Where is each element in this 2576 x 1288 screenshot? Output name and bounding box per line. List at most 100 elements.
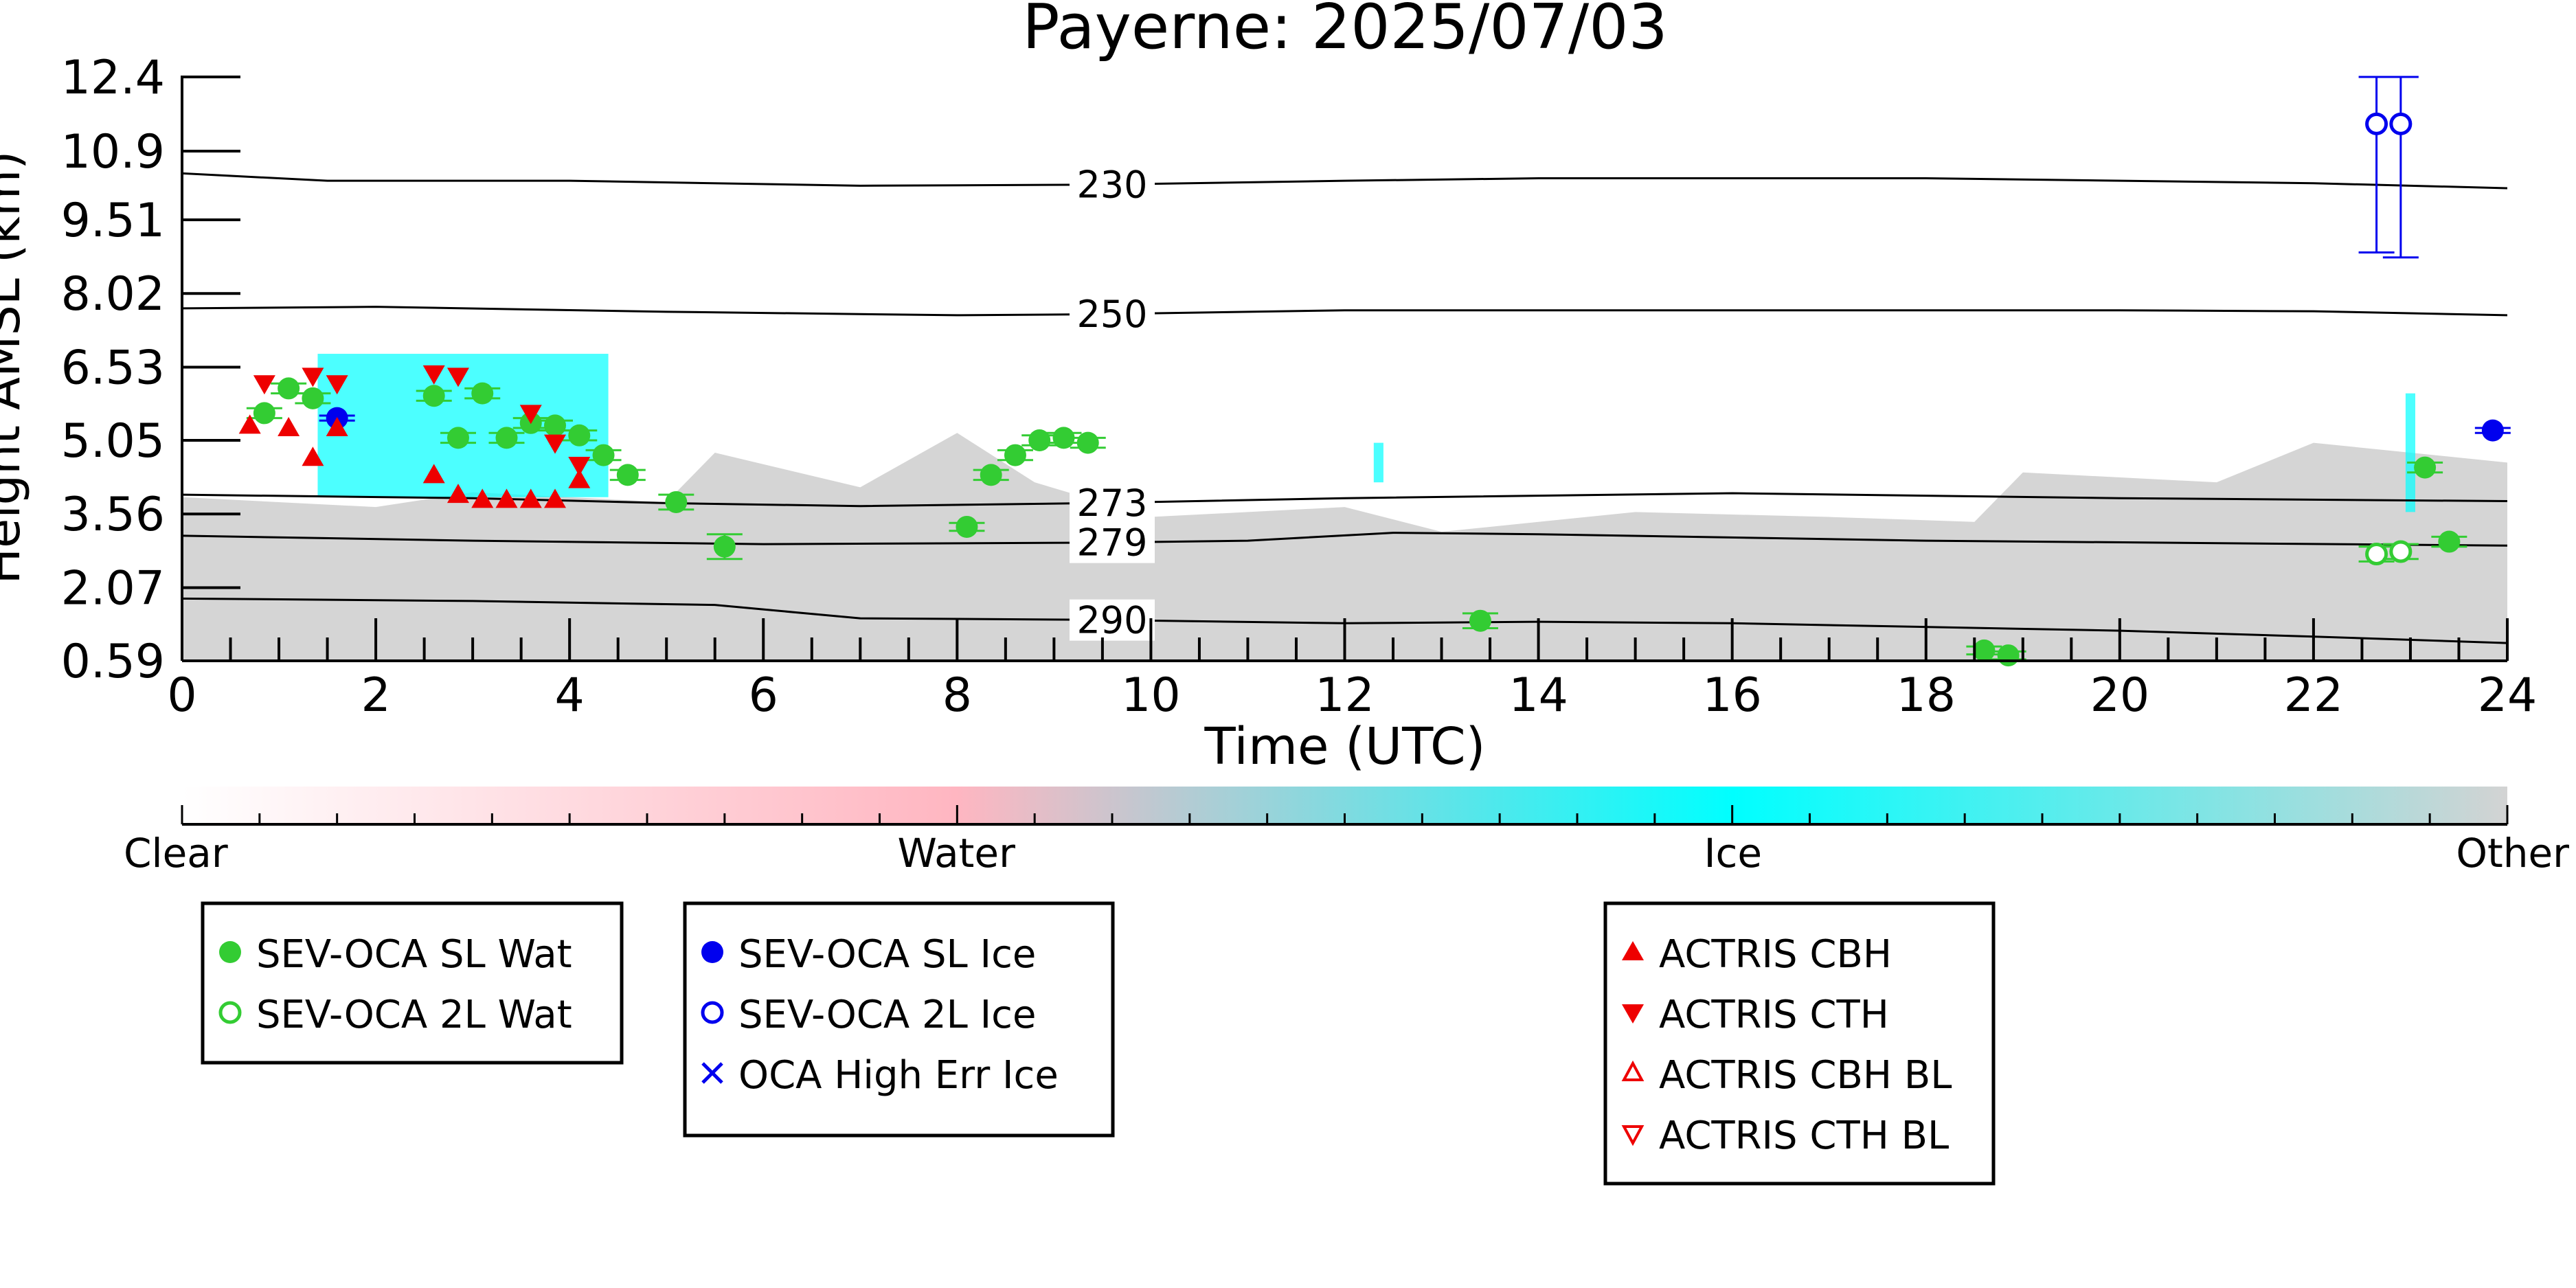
colorbar-label-clear: Clear: [124, 830, 228, 877]
point-sev-oca-sl-wat: [278, 377, 300, 400]
legend-label-actris-cbh: ACTRIS CBH: [1659, 932, 1892, 977]
series-actris-cbh: [238, 414, 591, 508]
point-sev-oca-2l-wat: [2365, 543, 2388, 566]
legend-frame: [1603, 901, 1996, 1186]
point-sev-oca-sl-wat: [422, 385, 445, 407]
shading-ice-3: [1373, 442, 1383, 483]
y-axis-label: Height AMSL (km): [0, 151, 31, 585]
point-sev-oca-sl-wat: [713, 535, 736, 558]
point-sev-oca-sl-wat: [302, 387, 324, 409]
x-tick-label: 6: [749, 668, 778, 723]
series-sev-oca-2l-wat: [2358, 540, 2419, 566]
isotherm-label-bg-290: [1070, 599, 1155, 641]
isotherm-label-230: 230: [1076, 163, 1147, 206]
isotherm-label-bg-250: [1070, 293, 1155, 335]
point-sev-oca-2l-ice: [2365, 112, 2388, 135]
legend-frame: [683, 901, 1115, 1138]
legend-label-actris-cth-bl: ACTRIS CTH BL: [1659, 1114, 1949, 1158]
point-sev-oca-sl-wat: [253, 402, 275, 425]
point-sev-oca-2l-wat: [2389, 540, 2413, 563]
x-tick-label: 0: [167, 668, 196, 723]
legend-frame: [201, 901, 624, 1065]
y-tick-label: 5.05: [61, 414, 165, 468]
legend-marker-oca-high-err-ice: [701, 1062, 723, 1084]
point-sev-oca-sl-wat: [2414, 456, 2437, 479]
legend-marker-actris-cth-bl: [1621, 1125, 1645, 1146]
x-tick-label: 24: [2478, 668, 2538, 723]
y-tick-label: 6.53: [61, 341, 165, 395]
point-sev-oca-sl-wat: [568, 424, 591, 447]
point-actris-cth: [544, 434, 567, 454]
point-actris-cbh: [471, 488, 494, 508]
point-sev-oca-sl-wat: [1469, 609, 1491, 632]
legend-marker-sev-oca-2l-wat: [218, 1001, 242, 1024]
legend-marker-actris-cbh-bl: [1621, 1060, 1645, 1081]
series-sev-oca-sl-wat: [246, 377, 2467, 667]
point-actris-cbh: [302, 447, 324, 466]
legend-label-actris-cth: ACTRIS CTH: [1659, 993, 1889, 1037]
legends: SEV-OCA SL Wat SEV-OCA 2L Wat SEV-OCA SL I…: [201, 901, 1996, 1186]
x-tick-label: 4: [555, 668, 585, 723]
point-sev-oca-sl-wat: [1076, 431, 1099, 454]
point-actris-cth: [447, 368, 469, 387]
point-sev-oca-sl-wat: [447, 427, 469, 449]
legend-marker-sev-oca-sl-ice: [701, 941, 723, 963]
x-tick-label: 12: [1315, 668, 1375, 723]
legend-marker-sev-oca-sl-wat: [219, 941, 241, 963]
x-ticks: 0 2 4 6 8 10 12 14 16 18 20 22 24: [167, 618, 2537, 723]
y-tick-label: 3.56: [61, 488, 165, 542]
isotherm-label-279: 279: [1076, 521, 1147, 565]
colorbar: Clear Water Ice Other: [124, 787, 2569, 877]
point-sev-oca-sl-wat: [495, 427, 518, 449]
series-sev-oca-2l-ice: [2358, 76, 2419, 259]
point-sev-oca-sl-wat: [616, 464, 639, 486]
isotherm-label-273: 273: [1076, 482, 1147, 525]
point-actris-cth: [326, 375, 348, 395]
point-actris-cth: [422, 365, 445, 385]
point-actris-cth: [568, 456, 591, 476]
point-sev-oca-sl-ice: [2481, 419, 2504, 442]
point-actris-cth: [519, 405, 542, 425]
legend-box-1: SEV-OCA SL Wat SEV-OCA 2L Wat: [201, 901, 624, 1065]
isotherm-279: [182, 532, 2507, 547]
series-actris-cth: [253, 365, 591, 476]
legend-label-actris-cbh-bl: ACTRIS CBH BL: [1659, 1053, 1952, 1098]
point-actris-cbh: [447, 484, 469, 504]
point-sev-oca-sl-wat: [1004, 444, 1026, 466]
x-stroke: [701, 1062, 723, 1084]
point-actris-cth: [302, 368, 324, 387]
legend-marker-actris-cth: [1622, 1004, 1644, 1024]
x-tick-label: 20: [2090, 668, 2150, 723]
point-sev-oca-sl-wat: [956, 515, 978, 538]
point-sev-oca-sl-wat: [1052, 427, 1075, 449]
colorbar-label-water: Water: [897, 830, 1015, 877]
x-tick-label: 10: [1121, 668, 1181, 723]
x-tick-label: 16: [1702, 668, 1762, 723]
x-tick-label: 8: [942, 668, 972, 723]
data-series: [238, 76, 2511, 667]
y-tick-label: 9.51: [61, 194, 165, 248]
point-sev-oca-sl-wat: [665, 490, 688, 513]
isotherm-label-250: 250: [1076, 293, 1147, 336]
isotherm-230: [182, 172, 2507, 190]
y-tick-label: 0.59: [61, 635, 165, 689]
series-sev-oca-sl-ice: [319, 407, 2511, 442]
y-tick-label: 12.4: [61, 51, 165, 105]
point-actris-cbh: [326, 417, 348, 437]
point-actris-cbh: [495, 488, 518, 508]
isotherm-label-bg-230: [1070, 163, 1155, 205]
legend-box-2: SEV-OCA SL Ice SEV-OCA 2L Ice OCA High Err…: [683, 901, 1115, 1138]
legend-marker-actris-cbh: [1622, 941, 1644, 960]
y-tick-label: 10.9: [61, 125, 165, 179]
point-sev-oca-sl-wat: [1997, 644, 2020, 667]
point-actris-cbh: [278, 417, 300, 437]
x-axis-label: Time (UTC): [1204, 717, 1485, 776]
legend-label-sev-oca-2l-wat: SEV-OCA 2L Wat: [256, 993, 572, 1037]
legend-label-sev-oca-sl-wat: SEV-OCA SL Wat: [256, 932, 572, 977]
legend-marker-sev-oca-2l-ice: [701, 1001, 724, 1024]
x-tick-label: 2: [361, 668, 390, 723]
point-sev-oca-sl-wat: [1973, 639, 1996, 662]
point-actris-cbh: [519, 488, 542, 508]
